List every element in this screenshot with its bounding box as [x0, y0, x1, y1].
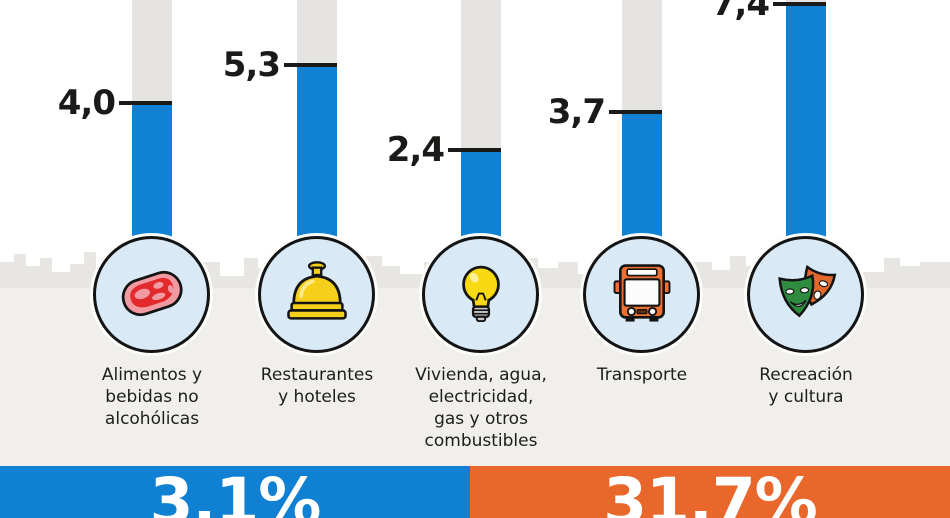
footer-left-value: 3,1% [149, 466, 322, 518]
steak-icon [115, 256, 189, 334]
value-label-row: 5,3 [223, 47, 337, 83]
category-label: Vivienda, agua, electricidad, gas y otro… [415, 365, 547, 451]
category-label: Transporte [596, 365, 688, 385]
value-pointer-line [773, 2, 826, 6]
bus-icon [605, 256, 679, 334]
value-label: 3,7 [547, 92, 606, 132]
bar-fill [622, 114, 662, 248]
theater-masks-icon [769, 256, 843, 334]
footer-left-band: 3,1% [0, 466, 470, 518]
value-pointer-line [448, 148, 501, 152]
value-pointer-line [119, 101, 172, 105]
value-pointer-line [284, 63, 337, 67]
category-icon-circle [583, 236, 700, 353]
category-icon-circle [422, 236, 539, 353]
lightbulb-icon [444, 256, 518, 334]
value-label-row: 7,4 [712, 0, 826, 22]
value-pointer-line [609, 110, 662, 114]
category-label: Restaurantes y hoteles [260, 365, 374, 407]
value-label: 2,4 [386, 130, 445, 170]
category-icon-circle [258, 236, 375, 353]
bar-fill [132, 105, 172, 248]
value-label: 5,3 [222, 45, 281, 85]
bar-fill [461, 152, 501, 248]
category-icon-circle [747, 236, 864, 353]
footer-right-value: 31,7% [603, 466, 818, 518]
bar-fill [786, 6, 826, 248]
category-label: Alimentos y bebidas no alcohólicas [101, 365, 203, 429]
value-label-row: 2,4 [387, 132, 501, 168]
bar-fill [297, 67, 337, 248]
category-label: Recreación y cultura [759, 365, 853, 407]
value-label-row: 4,0 [58, 85, 172, 121]
footer-summary: 3,1% 31,7% [0, 466, 950, 518]
category-icon-circle [93, 236, 210, 353]
value-label: 7,4 [711, 0, 770, 24]
footer-right-band: 31,7% [470, 466, 950, 518]
hotel-bell-icon [280, 256, 354, 334]
value-label: 4,0 [57, 83, 116, 123]
value-label-row: 3,7 [548, 94, 662, 130]
